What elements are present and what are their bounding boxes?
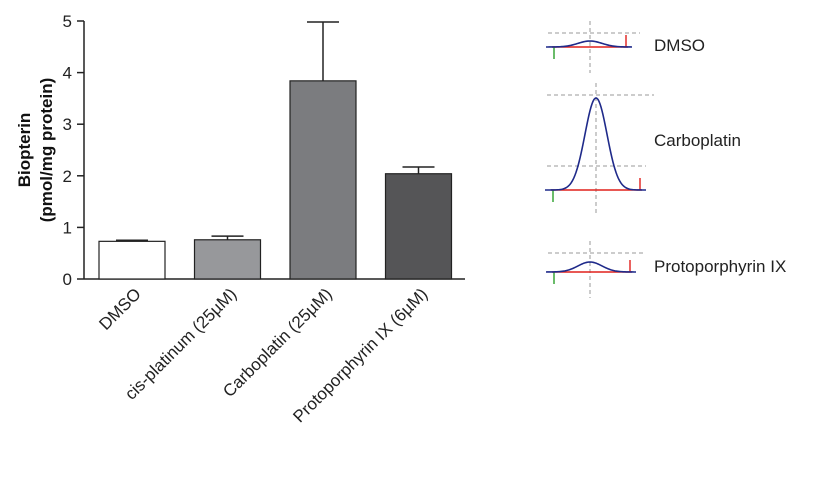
trace-label: Carboplatin <box>654 131 741 150</box>
chromatogram-trace: DMSO <box>546 21 705 73</box>
bar <box>98 240 166 280</box>
y-tick-label: 3 <box>63 115 72 134</box>
error-bars <box>116 21 435 242</box>
x-tick-label: DMSO <box>95 284 144 333</box>
y-tick-label: 5 <box>63 12 72 31</box>
y-axis-label-line1: Biopterin <box>15 113 34 188</box>
bar <box>289 80 357 280</box>
trace-label: DMSO <box>654 36 705 55</box>
y-tick-label: 4 <box>63 64 72 83</box>
chromatogram-insets: DMSO Carboplatin Protoporphyrin IX <box>545 21 786 298</box>
trace-peak-line <box>545 261 636 273</box>
y-axis-title: Biopterin (pmol/mg protein) <box>15 78 56 222</box>
y-axis-label-line2: (pmol/mg protein) <box>37 78 56 222</box>
y-tick-label: 0 <box>63 270 72 289</box>
chromatogram-trace: Protoporphyrin IX <box>545 241 786 298</box>
trace-peak-line <box>546 40 633 48</box>
trace-label: Protoporphyrin IX <box>654 257 786 276</box>
bars <box>98 80 453 280</box>
y-tick-label: 1 <box>63 218 72 237</box>
y-ticks: 0 1 2 3 4 5 <box>63 12 84 289</box>
chromatogram-trace: Carboplatin <box>545 83 741 216</box>
bar <box>193 239 262 280</box>
y-tick-label: 2 <box>63 167 72 186</box>
trace-peak-line <box>545 97 646 191</box>
bar <box>384 173 453 280</box>
